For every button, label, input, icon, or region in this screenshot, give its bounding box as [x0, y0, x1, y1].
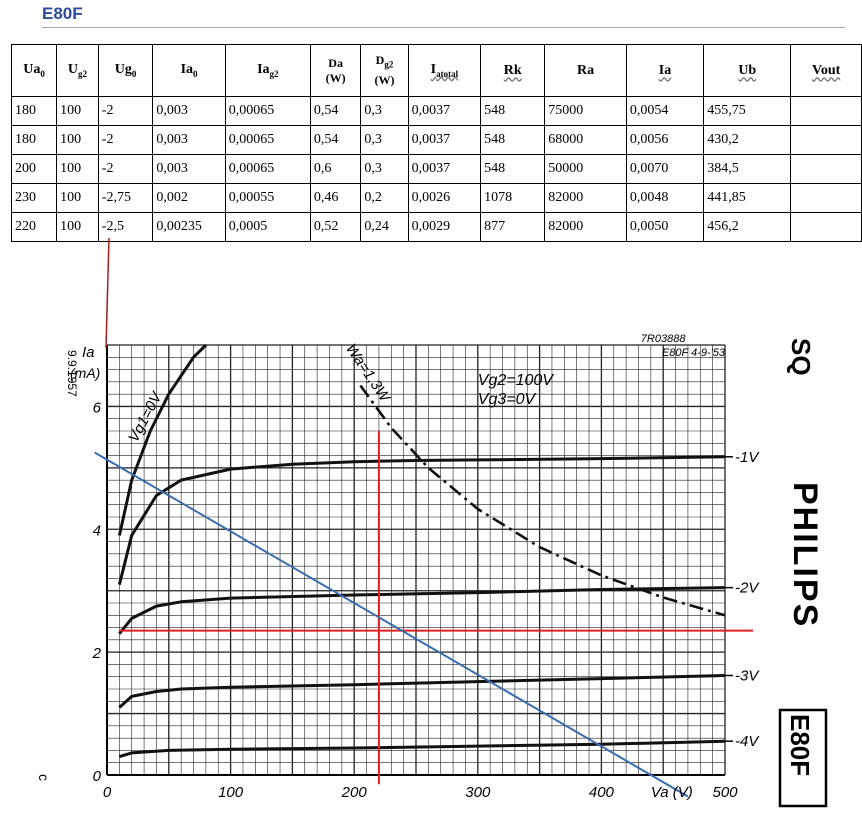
corner-code: SQ — [786, 338, 816, 376]
x-tick-label: 200 — [341, 784, 368, 801]
table-cell: 0,003 — [152, 154, 226, 184]
table-cell: 82000 — [544, 212, 627, 242]
table-cell: 0,00055 — [224, 183, 311, 213]
series-curve-0 — [117, 343, 207, 536]
curve-label: -2V — [735, 580, 760, 597]
table-cell: 456,2 — [703, 212, 792, 242]
chart-curves — [117, 343, 726, 759]
x-tick-label: 100 — [218, 784, 244, 801]
table-cell: 68000 — [544, 125, 627, 155]
table-cell: 0,00065 — [224, 154, 311, 184]
table-cell: 548 — [480, 154, 546, 184]
table-row: 230 100 -2,75 0,002 0,00055 0,46 0,2 0,0026 1078… — [10, 183, 862, 213]
table-cell: -2 — [97, 96, 154, 126]
parameter-table: Ua0 Ug2 Ug0 Ia0 Iag2 Da (W) Dg2 (W) Iatotal Rk Ra Ia… — [10, 44, 862, 242]
series-curve-2 — [118, 586, 726, 635]
x-tick-label: 0 — [103, 784, 112, 801]
table-cell: 180 — [10, 125, 58, 155]
table-cell: 0,0029 — [407, 212, 482, 242]
y-tick-label: 6 — [93, 399, 102, 416]
table-cell: 0,0005 — [224, 212, 311, 242]
table-cell: 75000 — [544, 96, 627, 126]
table-cell: 0,52 — [309, 212, 362, 242]
table-header-row: Ua0 Ug2 Ug0 Ia0 Iag2 Da (W) Dg2 (W) Iatotal Rk Ra Ia… — [10, 44, 862, 97]
x-tick-label: 400 — [589, 784, 615, 801]
ref-code: 7R03888 — [641, 333, 687, 345]
table-cell — [790, 212, 862, 242]
table-cell: 0,0054 — [625, 96, 705, 126]
table-cell: 180 — [10, 96, 58, 126]
curve-label: -3V — [735, 667, 760, 684]
column-header-0: Ua0 — [10, 44, 58, 97]
table-cell: 0,0037 — [407, 125, 482, 155]
type-box — [778, 708, 828, 808]
table-cell: 877 — [480, 212, 546, 242]
column-header-12: Vout — [790, 44, 862, 97]
y-tick-label: 4 — [93, 522, 101, 539]
series-curve-1 — [117, 455, 726, 585]
chart-grid — [106, 344, 726, 776]
type-box-label: E80F — [785, 714, 815, 776]
table-body: 180 100 -2 0,003 0,00065 0,54 0,3 0,0037 548 7500… — [10, 96, 862, 242]
table-cell: 384,5 — [703, 154, 792, 184]
table-cell: 100 — [56, 154, 99, 184]
table-row: 180 100 -2 0,003 0,00065 0,54 0,3 0,0037 548 6800… — [10, 125, 862, 155]
chart-labels: 0 100 200 300 400 500 0 2 4 6 Ia (mA) Va (V) -1V -2V -3… — [36, 333, 828, 808]
table-cell: 100 — [56, 212, 99, 242]
y-axis-unit: (mA) — [70, 365, 100, 381]
column-header-4: Iag2 — [224, 44, 311, 97]
x-axis-label: Va (V) — [651, 784, 693, 801]
x-tick-label: 300 — [465, 784, 491, 801]
document-title: E80F — [42, 4, 83, 23]
table-cell: 220 — [10, 212, 58, 242]
table-cell: 100 — [56, 125, 99, 155]
table-cell: 1078 — [480, 183, 546, 213]
title-divider — [42, 27, 845, 28]
y-axis-label: Ia — [82, 344, 95, 361]
column-header-11: Ub — [703, 44, 792, 97]
table-connector-line — [105, 237, 110, 349]
table-cell: 0,0056 — [625, 125, 705, 155]
ref-date: E80F 4-9-'53 — [662, 347, 726, 359]
column-header-10: Ia — [625, 44, 705, 97]
column-header-8: Rk — [480, 44, 546, 97]
corner-mark: c — [36, 774, 52, 781]
x-tick-label: 500 — [712, 784, 738, 801]
table-cell: 0,0050 — [625, 212, 705, 242]
side-date: 9.9.1957 — [65, 350, 79, 397]
y-tick-label: 0 — [93, 768, 102, 785]
load-line — [94, 451, 689, 798]
y-tick-label: 2 — [92, 645, 102, 662]
curve-label: -4V — [735, 733, 760, 750]
table-cell: 0,24 — [360, 212, 409, 242]
table-cell: 0,0026 — [407, 183, 482, 213]
table-row: 200 100 -2 0,003 0,00065 0,6 0,3 0,0037 548 50000… — [10, 154, 862, 184]
column-header-1: Ug2 — [56, 44, 99, 97]
table-cell: 548 — [480, 125, 546, 155]
table-cell: -2,5 — [97, 212, 154, 242]
table-cell: 0,00065 — [224, 96, 311, 126]
chart-overlays — [94, 237, 753, 798]
vg1-zero-label: Vg1=0V — [125, 388, 166, 445]
table-cell: 0,54 — [309, 125, 362, 155]
table-cell: 0,00235 — [152, 212, 226, 242]
condition-label: Vg3=0V — [478, 391, 537, 408]
brand-name: PHILIPS — [786, 482, 824, 628]
column-header-3: Ia0 — [152, 44, 226, 97]
column-header-5: Da (W) — [309, 44, 362, 97]
series-curve-3 — [118, 674, 726, 709]
column-header-9: Ra — [544, 44, 627, 97]
table-row: 220 100 -2,5 0,00235 0,0005 0,52 0,24 0,0029 877… — [10, 212, 862, 242]
curve-label: -1V — [735, 449, 760, 466]
table-cell: 100 — [56, 96, 99, 126]
max-dissipation-curve — [359, 384, 726, 617]
condition-label: Vg2=100V — [478, 372, 555, 389]
table-cell: 50000 — [544, 154, 627, 184]
series-curve-4 — [118, 739, 726, 759]
table-cell: 0,0048 — [625, 183, 705, 213]
table-cell: 0,54 — [309, 96, 362, 126]
